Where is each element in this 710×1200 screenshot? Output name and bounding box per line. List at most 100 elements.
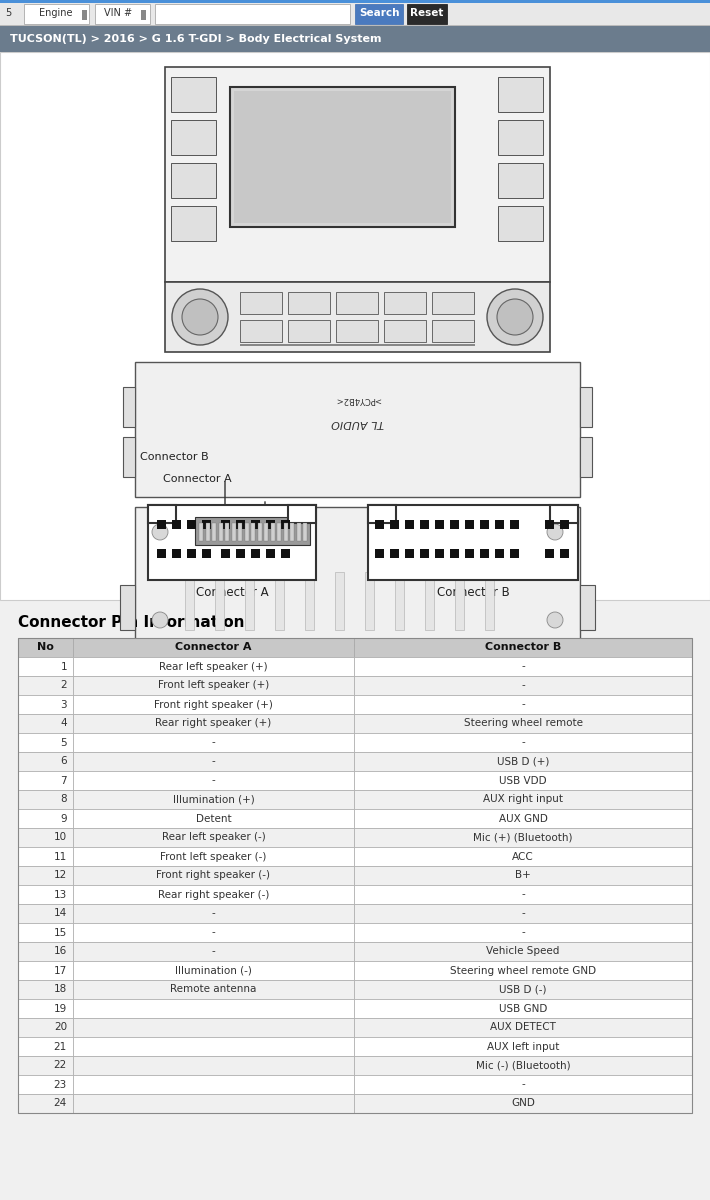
Bar	[354, 1075, 692, 1094]
Bar	[187, 520, 196, 529]
Bar	[73, 904, 354, 923]
Bar	[354, 1018, 692, 1037]
Bar	[480, 550, 489, 558]
Bar	[236, 520, 245, 529]
Bar	[73, 886, 354, 904]
Bar	[354, 790, 692, 809]
Bar	[240, 344, 475, 346]
Bar	[123, 437, 135, 476]
Text: 8: 8	[269, 512, 273, 517]
Text: 20: 20	[54, 1022, 67, 1032]
Text: 15: 15	[238, 562, 244, 566]
Bar	[123, 386, 135, 427]
Text: -: -	[212, 928, 215, 937]
Text: USB D (+): USB D (+)	[497, 756, 550, 767]
Bar	[365, 572, 374, 630]
Bar	[354, 1094, 692, 1114]
Text: 9: 9	[498, 512, 502, 517]
Bar	[498, 206, 543, 241]
Bar	[18, 638, 692, 1114]
Bar	[275, 572, 284, 630]
Text: 9: 9	[284, 512, 288, 517]
Text: 16: 16	[422, 562, 429, 566]
Bar	[405, 520, 414, 529]
Bar	[199, 523, 203, 541]
Text: 3: 3	[60, 700, 67, 709]
Bar	[135, 506, 580, 646]
Text: MEDIA: MEDIA	[185, 134, 202, 140]
Text: USB D (-): USB D (-)	[499, 984, 547, 995]
Bar	[435, 520, 444, 529]
Text: Reset: Reset	[410, 8, 444, 18]
Bar	[465, 520, 474, 529]
Bar	[283, 523, 288, 541]
Text: 13: 13	[376, 562, 383, 566]
Text: 22: 22	[54, 1061, 67, 1070]
Bar	[18, 828, 73, 847]
Text: B+: B+	[515, 870, 531, 881]
Bar	[336, 292, 378, 314]
Bar	[354, 1037, 692, 1056]
Bar	[0, 52, 710, 600]
Text: 1 RPT: 1 RPT	[301, 300, 317, 306]
Text: Rear right speaker (+): Rear right speaker (+)	[155, 719, 272, 728]
Bar	[354, 770, 692, 790]
Bar	[18, 923, 73, 942]
Text: 22: 22	[511, 562, 518, 566]
Bar	[550, 505, 578, 523]
Text: AUX GND: AUX GND	[498, 814, 547, 823]
Bar	[73, 1094, 354, 1114]
Text: -: -	[521, 680, 525, 690]
Bar	[221, 520, 230, 529]
Bar	[157, 520, 166, 529]
Text: 19: 19	[54, 1003, 67, 1014]
Bar	[545, 520, 554, 529]
Text: 24: 24	[54, 1098, 67, 1109]
Bar	[73, 828, 354, 847]
Bar	[432, 292, 474, 314]
Bar	[148, 505, 176, 523]
Text: 12: 12	[562, 512, 569, 517]
Bar	[354, 714, 692, 733]
Bar	[297, 523, 300, 541]
Text: 4: 4	[423, 512, 427, 517]
Text: 16: 16	[253, 562, 259, 566]
Text: 13: 13	[204, 562, 210, 566]
Bar	[73, 942, 354, 961]
Text: 16: 16	[54, 947, 67, 956]
Text: DISP: DISP	[514, 92, 527, 97]
Bar	[73, 1018, 354, 1037]
Text: Rear left speaker (-): Rear left speaker (-)	[162, 833, 266, 842]
Bar	[225, 523, 229, 541]
Text: 1: 1	[160, 512, 164, 517]
Text: 11: 11	[54, 852, 67, 862]
Text: 19: 19	[466, 562, 474, 566]
Text: 5: 5	[60, 738, 67, 748]
Bar	[171, 163, 216, 198]
Bar	[510, 520, 519, 529]
Text: 13: 13	[54, 889, 67, 900]
Text: 9: 9	[60, 814, 67, 823]
Text: SCAN: SCAN	[513, 134, 528, 140]
Text: Steering wheel remote: Steering wheel remote	[464, 719, 582, 728]
Bar	[281, 550, 290, 558]
Bar	[354, 752, 692, 770]
Bar	[455, 572, 464, 630]
Bar	[234, 91, 451, 223]
Bar	[18, 1075, 73, 1094]
Bar	[288, 320, 330, 342]
Text: 21: 21	[496, 562, 503, 566]
Bar	[580, 437, 592, 476]
Text: 6: 6	[403, 329, 407, 334]
Bar	[354, 998, 692, 1018]
Bar	[73, 809, 354, 828]
Bar	[135, 362, 580, 497]
Text: 4: 4	[307, 329, 311, 334]
Text: TUCSON(TL) > 2016 > G 1.6 T-GDI > Body Electrical System: TUCSON(TL) > 2016 > G 1.6 T-GDI > Body E…	[10, 34, 381, 44]
Text: Front right speaker (-): Front right speaker (-)	[156, 870, 271, 881]
Text: Connector A: Connector A	[196, 586, 268, 599]
Bar	[73, 770, 354, 790]
Bar	[73, 733, 354, 752]
Bar	[73, 676, 354, 695]
Text: Detent: Detent	[196, 814, 231, 823]
